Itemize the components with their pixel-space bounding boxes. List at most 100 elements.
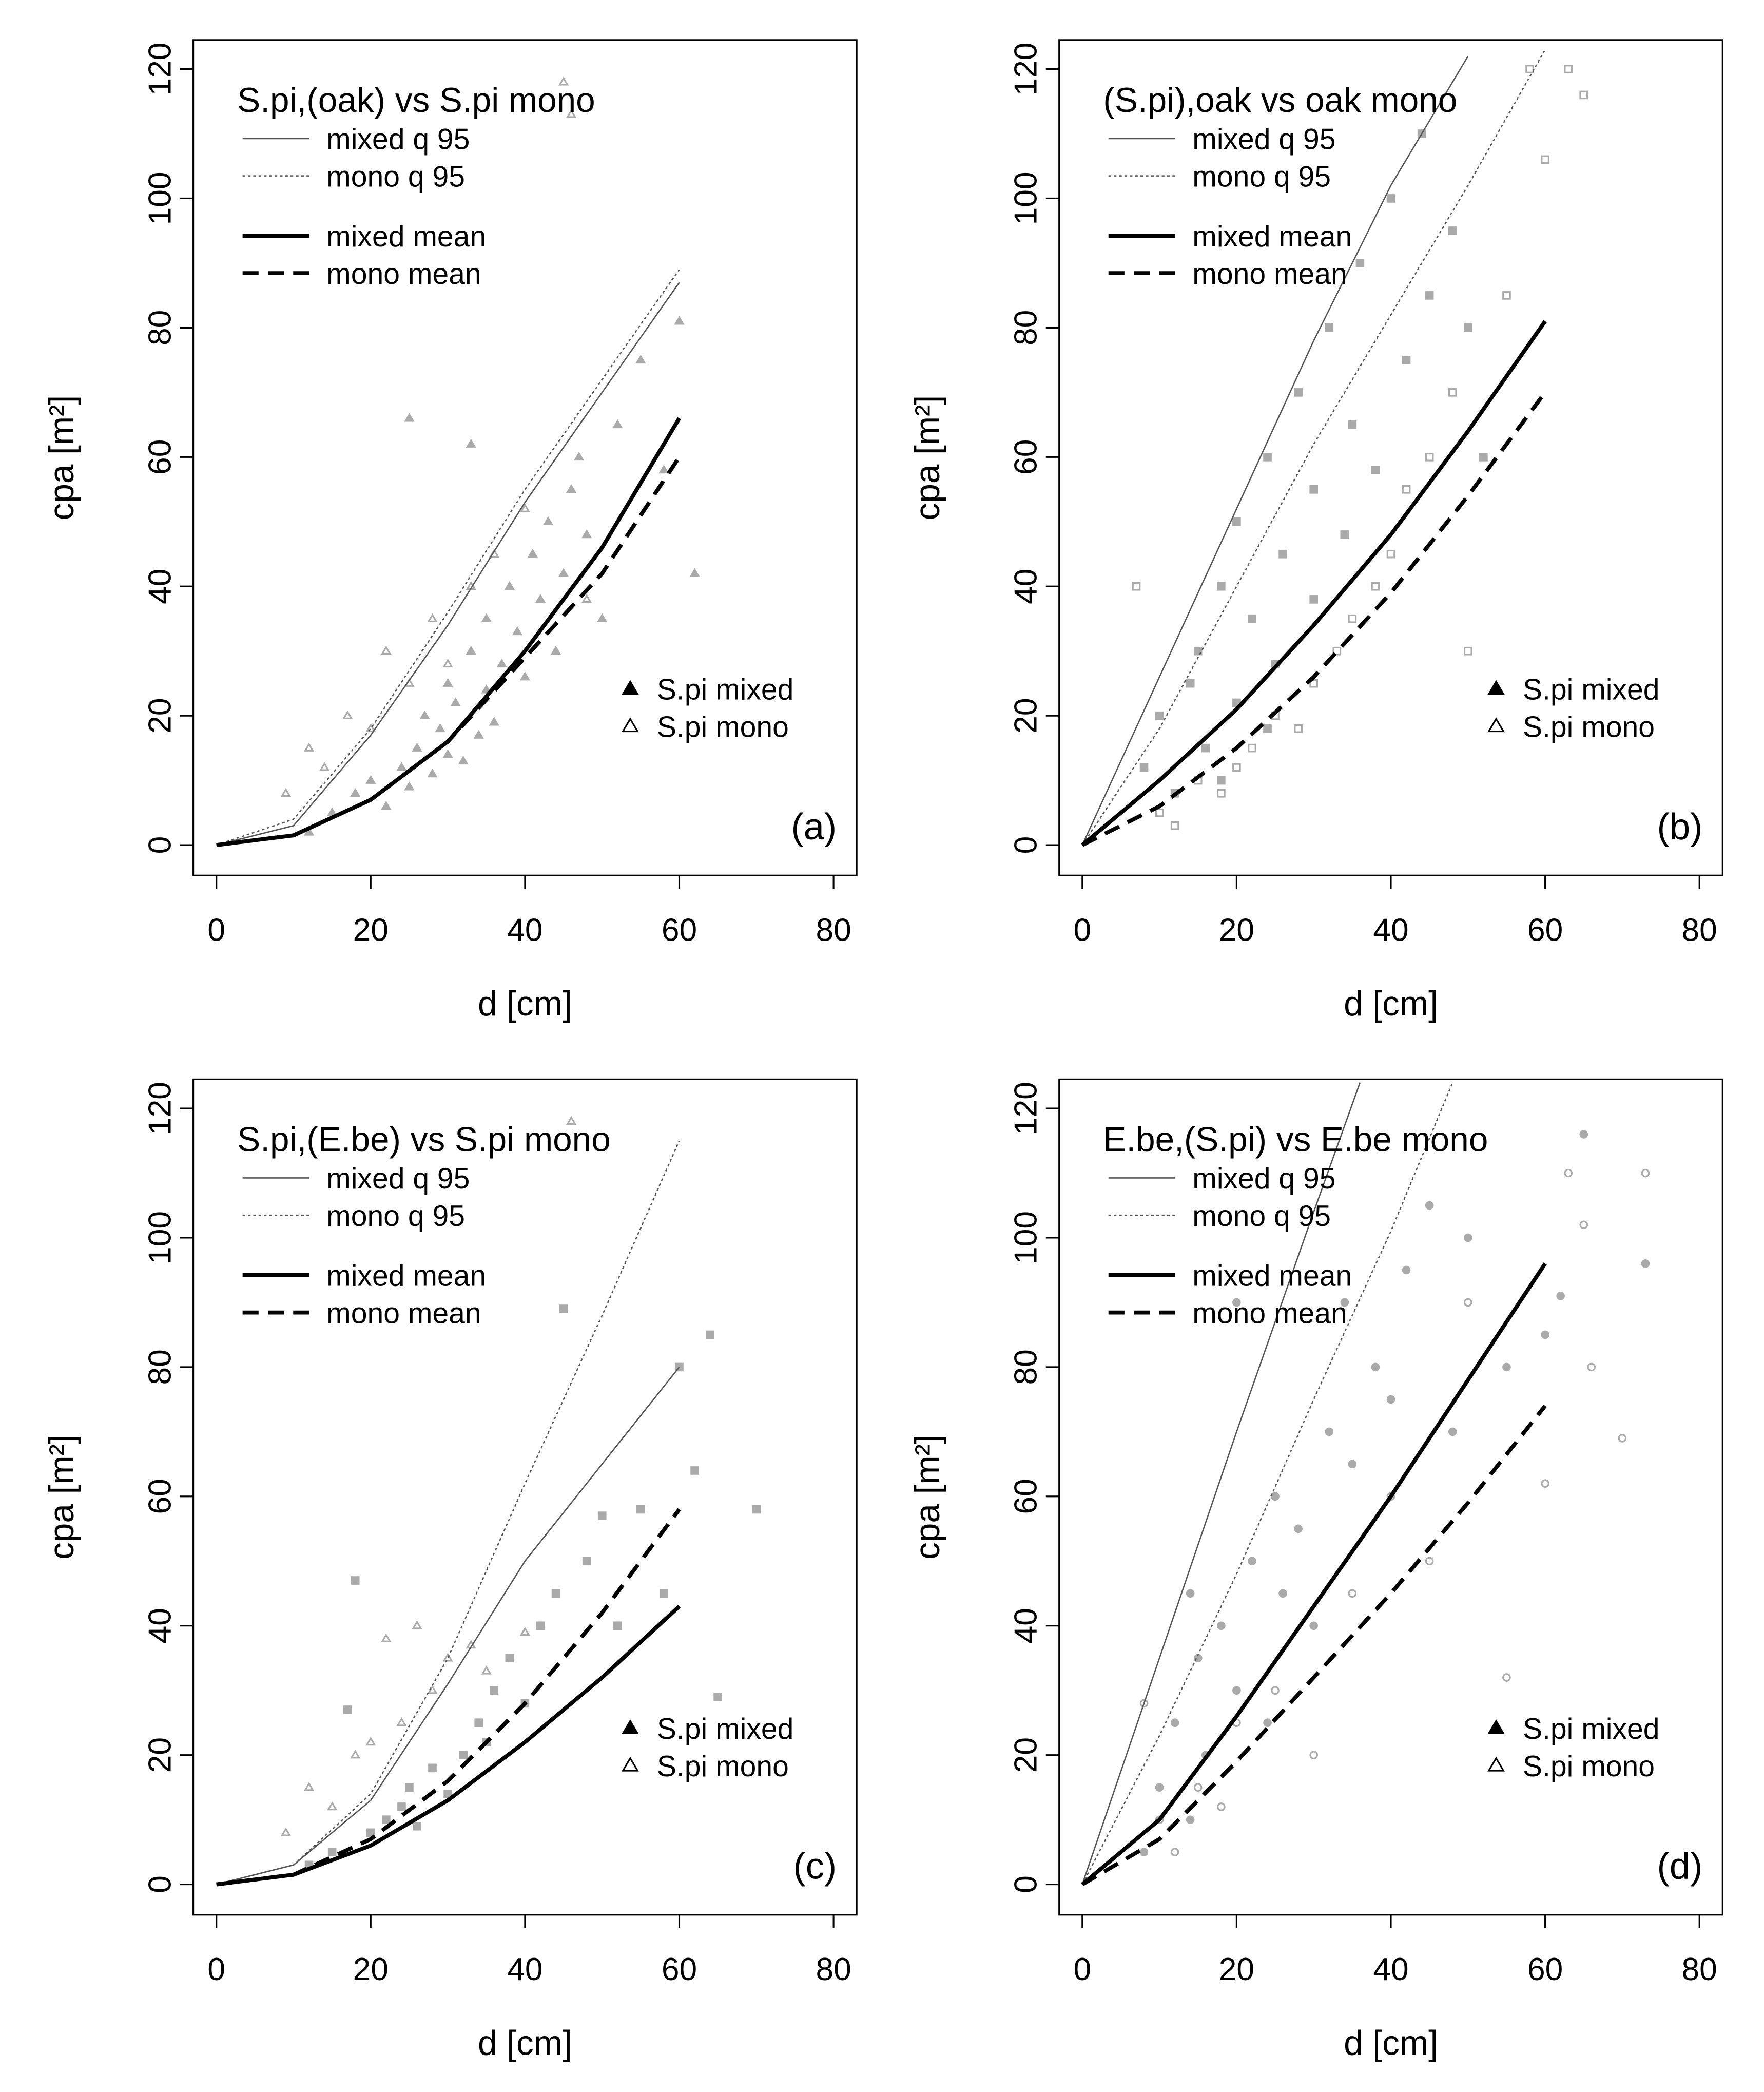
point xyxy=(1348,614,1357,623)
point xyxy=(550,645,561,655)
point xyxy=(1340,530,1349,539)
point xyxy=(504,581,515,590)
point xyxy=(1502,1362,1511,1372)
point xyxy=(1463,646,1472,656)
point xyxy=(350,1750,361,1759)
legend-label: S.pi mono xyxy=(657,711,789,743)
point xyxy=(366,1828,375,1837)
point xyxy=(1155,808,1164,817)
point xyxy=(343,1705,352,1714)
curve xyxy=(216,456,681,847)
plot-area xyxy=(1081,1082,1650,1886)
point xyxy=(1448,226,1457,235)
point xyxy=(350,788,361,797)
point xyxy=(442,678,453,687)
y-tick-label: 80 xyxy=(142,310,178,346)
x-tick-label: 0 xyxy=(1073,1952,1091,1987)
point xyxy=(1155,711,1164,720)
legend-label: S.pi mixed xyxy=(1523,1713,1660,1745)
point xyxy=(1217,582,1226,591)
point xyxy=(473,730,484,739)
y-tick-label: 0 xyxy=(142,1875,178,1893)
legend-label: mixed q 95 xyxy=(1192,1162,1335,1195)
panel-label: (c) xyxy=(793,1846,837,1887)
point xyxy=(690,1466,699,1475)
point xyxy=(342,710,353,719)
point xyxy=(1371,1362,1380,1372)
y-tick-label: 100 xyxy=(1009,1211,1044,1264)
y-tick-label: 120 xyxy=(142,1082,178,1135)
point xyxy=(660,1589,668,1598)
point xyxy=(581,529,592,539)
legend-label: S.pi mixed xyxy=(657,674,794,706)
point xyxy=(1425,453,1434,462)
point xyxy=(1309,679,1319,688)
point xyxy=(674,316,685,325)
panel: 0 20 40 60 80 0 20 40 60 80 100 120 d [cm] cpa [m²] (a… xyxy=(43,39,858,1023)
point xyxy=(1186,679,1195,688)
point xyxy=(1463,323,1472,332)
point xyxy=(496,658,507,668)
point xyxy=(573,451,585,461)
y-tick-label: 40 xyxy=(142,569,178,604)
point xyxy=(489,717,499,726)
point xyxy=(397,1802,406,1811)
point xyxy=(1541,1330,1549,1339)
point xyxy=(1487,717,1505,733)
y-tick-label: 20 xyxy=(142,698,178,734)
point xyxy=(706,1330,714,1339)
x-axis-label: d [cm] xyxy=(1344,2024,1438,2062)
y-tick-label: 100 xyxy=(1009,172,1044,225)
point xyxy=(1386,549,1395,559)
legend-label: mixed q 95 xyxy=(326,123,470,156)
curve xyxy=(1081,49,1546,846)
x-tick-label: 0 xyxy=(207,912,225,948)
point xyxy=(636,1505,645,1514)
point xyxy=(382,1815,391,1824)
point xyxy=(381,645,392,655)
point xyxy=(412,1620,422,1629)
y-tick-label: 60 xyxy=(1009,1479,1044,1514)
point xyxy=(1271,1686,1280,1695)
legend-label: mixed mean xyxy=(326,220,486,253)
point xyxy=(1355,259,1365,267)
x-tick-label: 0 xyxy=(207,1952,225,1987)
point xyxy=(1402,485,1411,494)
point xyxy=(566,1116,577,1125)
legend-title: S.pi,(oak) vs S.pi mono xyxy=(237,81,595,120)
legend-label: S.pi mono xyxy=(657,1750,789,1783)
point xyxy=(542,516,554,526)
point xyxy=(365,775,376,784)
point xyxy=(442,1653,453,1662)
y-tick-label: 20 xyxy=(1009,1737,1044,1773)
point xyxy=(1193,1783,1203,1792)
point xyxy=(752,1505,761,1514)
x-tick-label: 40 xyxy=(507,1952,542,1987)
point xyxy=(1139,1848,1149,1856)
point xyxy=(303,827,315,836)
point xyxy=(527,548,538,558)
legend-label: S.pi mono xyxy=(1523,1750,1655,1783)
point xyxy=(612,419,623,429)
y-tick-label: 80 xyxy=(1009,310,1044,346)
point xyxy=(566,109,577,118)
point xyxy=(1217,776,1226,785)
legend-label: mono q 95 xyxy=(326,160,465,193)
point xyxy=(1340,1298,1349,1307)
point xyxy=(435,723,445,733)
x-tick-label: 60 xyxy=(662,1952,697,1987)
point xyxy=(551,1589,560,1598)
point xyxy=(351,1576,360,1585)
legend-label: mono q 95 xyxy=(1192,1200,1331,1233)
x-tick-label: 60 xyxy=(662,912,697,948)
point xyxy=(1193,646,1203,656)
legend-label: mono q 95 xyxy=(1192,160,1331,193)
curve xyxy=(1081,391,1547,847)
point xyxy=(381,1633,392,1642)
y-tick-label: 0 xyxy=(142,836,178,854)
point xyxy=(1294,1524,1303,1533)
point xyxy=(1139,1699,1149,1708)
curve xyxy=(1081,1082,1361,1885)
